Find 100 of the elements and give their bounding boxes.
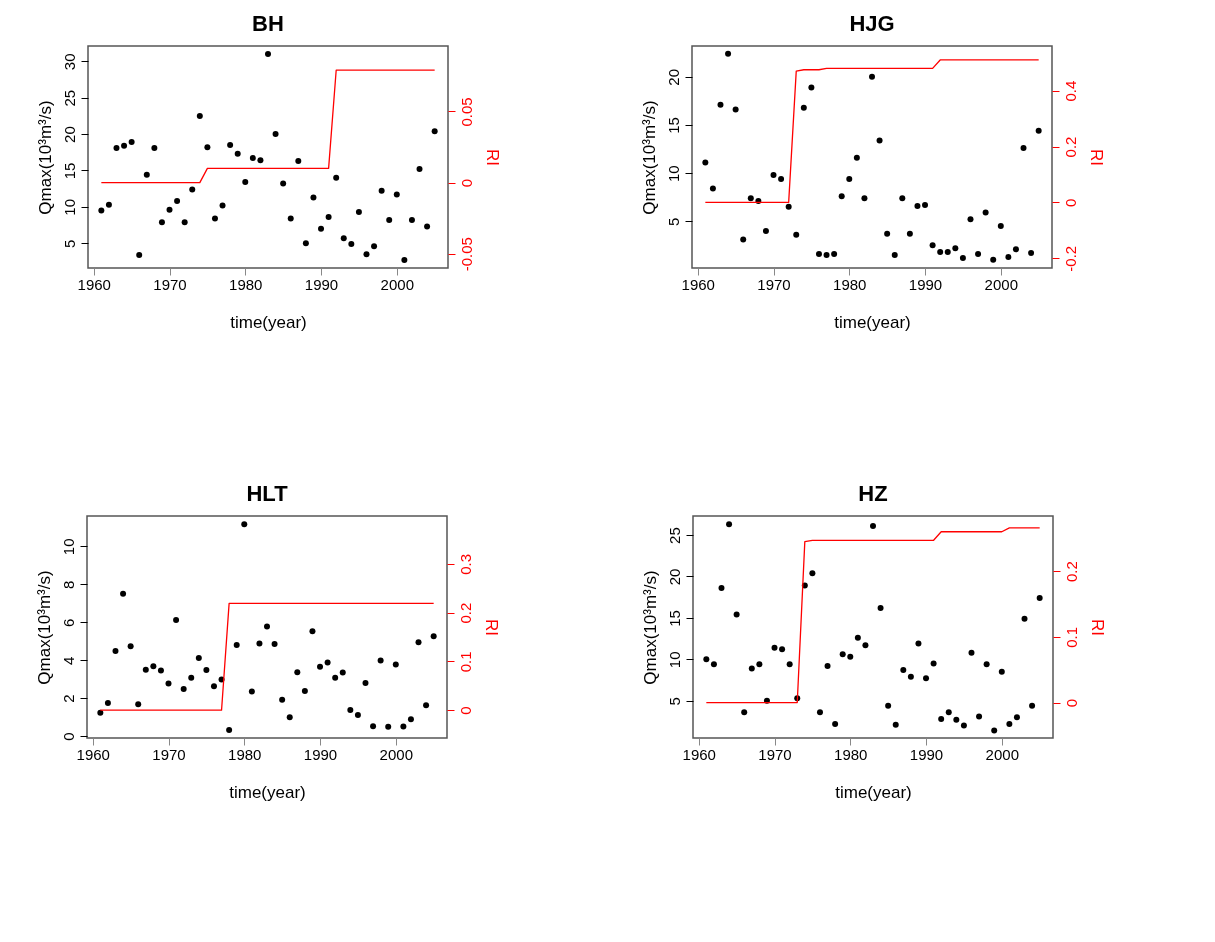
point	[876, 137, 883, 144]
point	[354, 712, 361, 719]
chart-title: HZ	[858, 481, 888, 506]
point	[869, 73, 875, 80]
y-tick-label: 15	[60, 162, 78, 180]
point	[930, 660, 937, 667]
point	[733, 611, 740, 618]
point	[914, 202, 921, 209]
point	[938, 715, 945, 722]
point	[838, 193, 845, 200]
point	[257, 157, 264, 164]
x-tick-label: 1980	[229, 275, 263, 293]
point	[203, 667, 210, 674]
y-axis-title: Qmax(10³m³/s)	[34, 570, 54, 685]
point	[310, 194, 317, 201]
point	[884, 230, 891, 237]
point	[1035, 127, 1042, 134]
point	[748, 665, 755, 672]
point	[809, 570, 816, 577]
y-tick-label: 10	[664, 165, 682, 182]
y2-axis-title: RI	[482, 149, 502, 166]
point	[740, 236, 747, 243]
point	[166, 206, 173, 213]
y-axis-title: Qmax(10³m³/s)	[640, 570, 660, 685]
point	[1028, 250, 1035, 257]
point	[135, 701, 142, 708]
point	[408, 216, 415, 223]
point	[180, 686, 187, 693]
y-tick-label: 0	[59, 732, 77, 741]
x-tick-label: 1970	[758, 745, 792, 763]
point	[407, 716, 414, 723]
point	[348, 240, 355, 247]
x-tick-label: 1960	[681, 275, 715, 293]
point	[892, 721, 899, 728]
y2-tick-label: 0.3	[456, 553, 474, 575]
point	[416, 166, 423, 172]
point	[332, 674, 339, 681]
y2-tick-label: 0.1	[1062, 626, 1080, 648]
line-series	[705, 527, 1041, 704]
point	[272, 131, 279, 138]
point	[1005, 253, 1012, 260]
point	[923, 675, 930, 682]
x-tick-label: 2000	[380, 275, 414, 293]
point	[831, 251, 838, 258]
point	[265, 51, 271, 57]
point	[227, 142, 234, 148]
point	[990, 256, 997, 263]
point	[302, 240, 309, 247]
y2-axis-title: RI	[481, 619, 501, 636]
point	[128, 139, 135, 146]
point	[242, 179, 249, 186]
point	[1020, 145, 1027, 152]
point	[295, 158, 302, 164]
point	[937, 249, 944, 256]
point	[286, 714, 293, 721]
point	[423, 702, 430, 709]
point	[424, 223, 431, 230]
point	[786, 661, 793, 668]
point	[815, 251, 822, 258]
point	[832, 720, 839, 727]
point	[204, 144, 211, 151]
y-tick-label: 20	[664, 68, 682, 86]
y-axis-title: Qmax(10³m³/s)	[639, 100, 659, 215]
point	[1012, 246, 1019, 253]
point	[317, 663, 324, 670]
x-axis-title: time(year)	[835, 782, 912, 802]
x-tick-label: 1980	[228, 745, 262, 763]
point	[952, 245, 959, 252]
point	[959, 254, 966, 261]
point	[151, 144, 158, 151]
point	[885, 702, 892, 709]
y2-axis-title: RI	[1086, 149, 1106, 166]
point	[944, 249, 951, 256]
y2-tick-label: 0.2	[1061, 136, 1079, 158]
x-tick-label: 2000	[985, 745, 1019, 763]
point	[967, 216, 974, 223]
x-tick-label: 1990	[908, 275, 943, 293]
point	[853, 154, 860, 161]
point	[371, 243, 378, 250]
point	[294, 669, 301, 676]
point	[233, 642, 240, 649]
point	[127, 643, 134, 650]
point	[113, 144, 120, 151]
point	[104, 699, 111, 706]
point	[747, 195, 754, 202]
y-tick-label: 8	[59, 580, 77, 589]
point	[158, 219, 165, 226]
point	[157, 667, 164, 674]
y-tick-label: 20	[60, 126, 78, 143]
point	[324, 659, 331, 666]
point	[392, 661, 399, 668]
point	[1013, 714, 1020, 721]
point	[709, 185, 716, 192]
y2-tick-label: 0	[1062, 698, 1080, 708]
point	[983, 661, 990, 668]
point	[393, 191, 400, 198]
point	[333, 174, 340, 181]
x-tick-label: 1970	[152, 745, 186, 763]
y2-tick-label: 0.2	[1062, 561, 1080, 583]
y-tick-label: 4	[59, 656, 77, 665]
